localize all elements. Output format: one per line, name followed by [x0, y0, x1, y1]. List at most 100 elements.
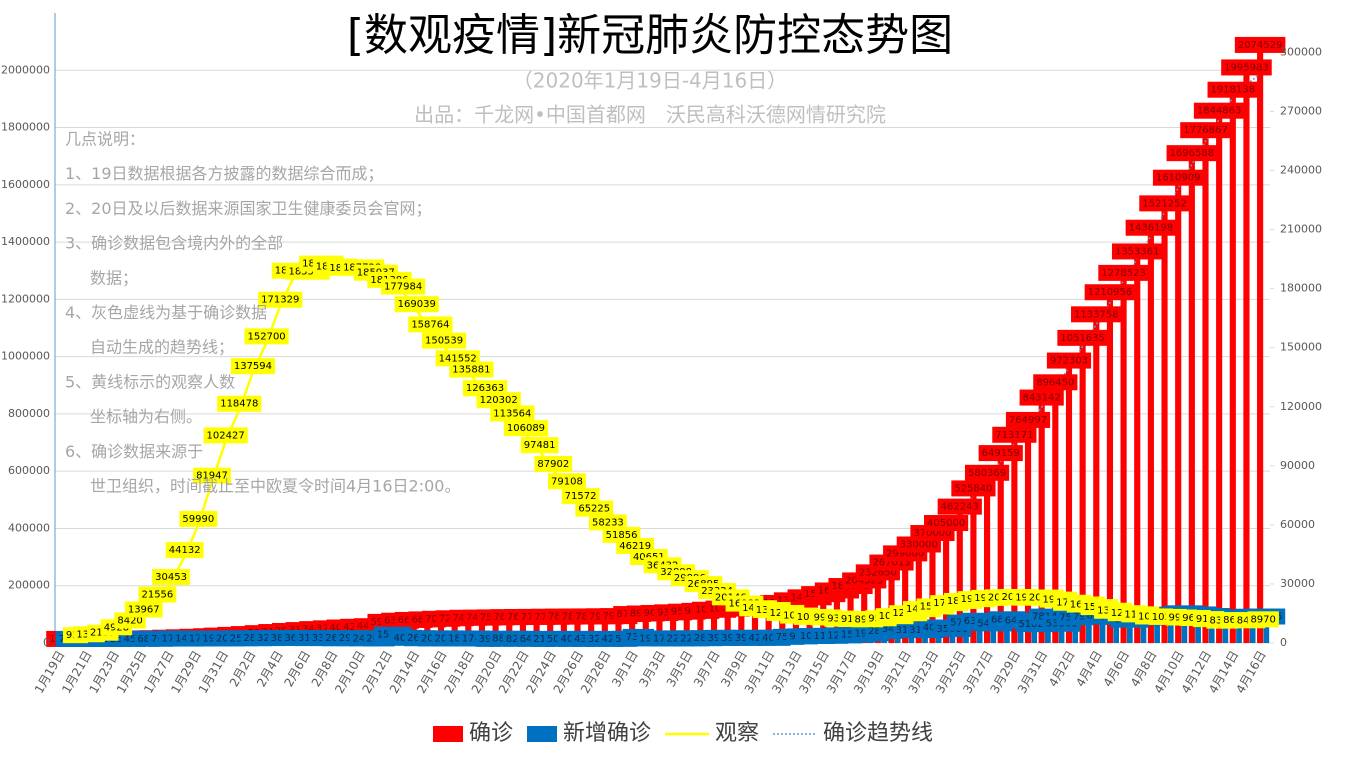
- y2-tick-label: 210000: [1280, 223, 1322, 236]
- data-label-box: [179, 510, 218, 527]
- bar: [1052, 386, 1059, 643]
- data-label: 580369: [968, 468, 1006, 479]
- data-label: 649159: [982, 448, 1020, 459]
- bar: [1208, 620, 1215, 643]
- data-label: 1133758: [1074, 309, 1119, 320]
- data-label: 204523: [845, 575, 883, 586]
- data-label: 21556: [141, 590, 173, 601]
- bar: [997, 457, 1004, 643]
- data-label: 126363: [466, 383, 504, 394]
- bar: [1188, 157, 1195, 644]
- bar: [670, 616, 677, 643]
- data-label-box: [1033, 374, 1078, 391]
- data-labels: 1982914405718301287197527444515597477119…: [46, 36, 1286, 647]
- y-tick-label: 1800000: [1, 121, 50, 134]
- data-label: 1995983: [1224, 62, 1269, 73]
- data-label-box: [165, 542, 204, 559]
- data-label: 106089: [507, 423, 545, 434]
- y2-tick-label: 60000: [1280, 518, 1315, 531]
- data-label: 299000: [886, 548, 924, 559]
- data-label-box: [394, 296, 439, 313]
- y2-tick-label: 90000: [1280, 459, 1315, 472]
- bar: [683, 615, 690, 643]
- bar: [990, 627, 997, 643]
- data-label-box: [561, 488, 600, 505]
- data-label: 1521252: [1142, 198, 1187, 209]
- data-label: 58233: [592, 517, 624, 528]
- note-line: 5、黄线标示的观察人数: [65, 372, 235, 391]
- data-label: 327: [588, 634, 607, 645]
- note-line: 6、确诊数据来源于: [65, 442, 203, 461]
- data-label: 8970: [1250, 614, 1275, 625]
- data-label: 462243: [941, 502, 979, 513]
- y-tick-label: 400000: [8, 521, 50, 534]
- bar: [697, 614, 704, 643]
- bar: [656, 616, 663, 643]
- bar: [1024, 423, 1032, 643]
- data-label-box: [1125, 219, 1177, 236]
- data-label: 135881: [452, 364, 490, 375]
- bar: [1120, 276, 1127, 643]
- bar: [888, 566, 895, 643]
- bar: [902, 557, 909, 643]
- bar: [1175, 181, 1182, 643]
- data-label: 51826: [1018, 619, 1050, 630]
- data-label-box: [476, 392, 521, 409]
- data-label-box: [964, 464, 1010, 481]
- data-label: 30453: [155, 572, 187, 583]
- data-label: 525840: [954, 483, 992, 494]
- bar: [908, 633, 915, 643]
- data-label-box: [951, 480, 996, 497]
- bar: [1134, 255, 1141, 643]
- legend-swatch: [527, 726, 558, 742]
- data-label-box: [1180, 122, 1231, 139]
- data-label-box: [548, 473, 586, 490]
- bar: [970, 492, 977, 643]
- bar: [1113, 620, 1120, 643]
- data-label: 896450: [1036, 377, 1074, 388]
- data-label-box: [1139, 195, 1190, 212]
- bar: [1257, 48, 1264, 643]
- data-label-box: [1166, 145, 1218, 162]
- y-tick-label: 1000000: [1, 350, 50, 363]
- data-label: 120302: [480, 395, 518, 406]
- y-tick-label: 2000000: [1, 63, 50, 76]
- data-label: 171329: [261, 295, 299, 306]
- bar: [1017, 624, 1024, 643]
- legend-label: 观察: [715, 721, 759, 746]
- data-label-box: [520, 437, 559, 454]
- data-label-box: [1207, 81, 1259, 98]
- data-label: 508: [547, 634, 566, 645]
- chart-source: 出品：千龙网•中国首都网 沃民高科沃德网情研究院: [414, 103, 886, 127]
- y-tick-label: 200000: [8, 579, 50, 592]
- bar: [1263, 620, 1270, 643]
- bar: [1065, 364, 1073, 643]
- bar: [1216, 114, 1223, 644]
- data-label: 185555: [288, 267, 326, 278]
- bar: [1167, 618, 1174, 643]
- data-label: 13967: [128, 605, 160, 616]
- data-label-box: [1005, 411, 1051, 428]
- data-label: 370000: [913, 528, 951, 539]
- note-line: 4、灰色虚线为基于确诊数据: [65, 303, 267, 322]
- data-label: 405000: [927, 518, 965, 529]
- data-label: 1610909: [1156, 173, 1201, 184]
- note-line: 世卫组织，时间截止至中欧夏令时间4月16日2:00。: [90, 477, 460, 496]
- bar: [1195, 618, 1201, 643]
- data-label-box: [1193, 102, 1245, 119]
- data-label-box: [575, 500, 614, 517]
- data-label: 177984: [384, 282, 422, 293]
- chart-subtitle: （2020年1月19日-4月16日）: [513, 69, 787, 93]
- data-label-box: [937, 498, 982, 515]
- data-label-box: [1234, 36, 1286, 53]
- data-label-box: [449, 361, 494, 378]
- data-label: 823: [506, 634, 525, 645]
- data-label: 1278523: [1101, 268, 1146, 279]
- data-label: 1436198: [1129, 223, 1174, 234]
- y2-tick-label: 150000: [1280, 341, 1322, 354]
- bar: [1140, 621, 1147, 643]
- bar: [738, 611, 745, 643]
- bar: [1058, 627, 1065, 643]
- data-label: 87902: [537, 459, 569, 470]
